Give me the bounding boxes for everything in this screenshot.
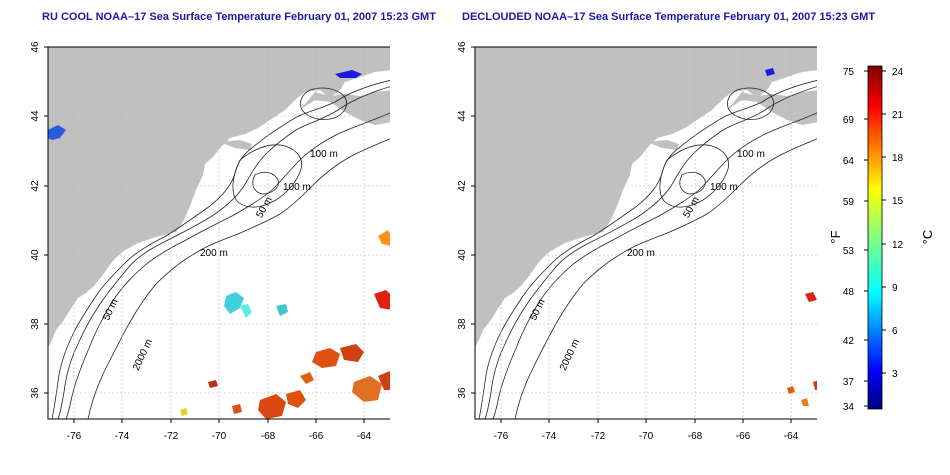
colorbar-gradient — [867, 65, 883, 410]
grid-lines — [475, 47, 817, 419]
celsius-unit-label: °C — [920, 230, 935, 245]
land-mass — [48, 47, 390, 348]
left-sst-map: 100 m 100 m 50 m 200 m 50 m 2000 m 46 44… — [30, 41, 390, 442]
lat-tick-label: 36 — [30, 387, 41, 399]
lon-tick-label: -64 — [357, 431, 372, 442]
fahrenheit-unit-label: °F — [828, 230, 843, 243]
celsius-tick-label: 3 — [892, 369, 898, 380]
lat-tick-label: 44 — [30, 110, 41, 122]
lon-tick-label: -66 — [309, 431, 324, 442]
lon-axis: -76 -74 -72 -70 -68 -66 -64 — [67, 419, 372, 442]
map-frame — [474, 46, 817, 420]
lat-tick-label: 42 — [457, 180, 468, 192]
contour-label: 100 m — [737, 149, 765, 160]
grid-lines — [48, 47, 390, 419]
contour-label: 200 m — [627, 248, 655, 259]
contour-label: 100 m — [310, 149, 338, 160]
fahrenheit-tick-label: 53 — [843, 246, 855, 257]
lon-axis: -76 -74 -72 -70 -68 -66 -64 — [494, 419, 799, 442]
temperature-colorbar: 75 69 64 59 53 48 42 37 34 24 21 18 15 1… — [828, 65, 935, 413]
lon-tick-label: -68 — [688, 431, 703, 442]
lat-tick-label: 40 — [457, 249, 468, 261]
lon-tick-label: -70 — [212, 431, 227, 442]
fahrenheit-ticks: 75 69 64 59 53 48 42 37 34 — [843, 67, 855, 413]
lat-tick-label: 42 — [30, 180, 41, 192]
fahrenheit-tick-label: 59 — [843, 197, 855, 208]
contour-label: 100 m — [283, 182, 311, 193]
lon-tick-label: -68 — [261, 431, 276, 442]
lon-tick-label: -76 — [67, 431, 82, 442]
sst-pixels — [765, 68, 817, 406]
lat-tick-label: 44 — [457, 110, 468, 122]
fahrenheit-tick-label: 48 — [843, 287, 855, 298]
lat-tick-label: 40 — [30, 249, 41, 261]
fahrenheit-tick-label: 64 — [843, 156, 855, 167]
left-map-title: RU COOL NOAA–17 Sea Surface Temperature … — [42, 11, 436, 23]
lat-tick-label: 46 — [30, 41, 41, 53]
celsius-tick-label: 9 — [892, 283, 898, 294]
lon-tick-label: -64 — [784, 431, 799, 442]
fahrenheit-tick-label: 75 — [843, 67, 855, 78]
map-frame — [47, 46, 390, 420]
lon-tick-label: -72 — [591, 431, 606, 442]
celsius-tick-label: 6 — [892, 326, 898, 337]
celsius-tick-label: 15 — [892, 196, 904, 207]
lon-tick-label: -76 — [494, 431, 509, 442]
lon-tick-label: -66 — [736, 431, 751, 442]
lon-tick-label: -72 — [164, 431, 179, 442]
bathymetry-contours — [51, 80, 390, 419]
celsius-ticks: 24 21 18 15 12 9 6 3 — [892, 67, 904, 380]
lon-tick-label: -70 — [639, 431, 654, 442]
celsius-tick-label: 18 — [892, 153, 904, 164]
lon-tick-label: -74 — [115, 431, 130, 442]
land-mass — [475, 47, 817, 348]
lat-axis: 46 44 42 40 38 36 — [30, 41, 48, 399]
lat-tick-label: 38 — [30, 318, 41, 330]
fahrenheit-tick-label: 42 — [843, 336, 855, 347]
celsius-tick-marks — [882, 70, 886, 374]
lat-tick-label: 46 — [457, 41, 468, 53]
celsius-tick-label: 21 — [892, 110, 904, 121]
lat-tick-label: 38 — [457, 318, 468, 330]
right-sst-map: 100 m 100 m 50 m 200 m 50 m 2000 m 46 44… — [457, 41, 817, 442]
fahrenheit-tick-marks — [864, 70, 868, 407]
lon-tick-label: -74 — [542, 431, 557, 442]
right-map-title: DECLOUDED NOAA–17 Sea Surface Temperatur… — [462, 11, 876, 23]
contour-label: 100 m — [710, 182, 738, 193]
celsius-tick-label: 12 — [892, 240, 904, 251]
sst-pixels — [48, 70, 390, 419]
contour-label: 200 m — [200, 248, 228, 259]
fahrenheit-tick-label: 69 — [843, 115, 855, 126]
lat-axis: 46 44 42 40 38 36 — [457, 41, 475, 399]
bathymetry-contours — [478, 80, 817, 419]
fahrenheit-tick-label: 37 — [843, 377, 855, 388]
celsius-tick-label: 24 — [892, 67, 904, 78]
lat-tick-label: 36 — [457, 387, 468, 399]
fahrenheit-tick-label: 34 — [843, 402, 855, 413]
